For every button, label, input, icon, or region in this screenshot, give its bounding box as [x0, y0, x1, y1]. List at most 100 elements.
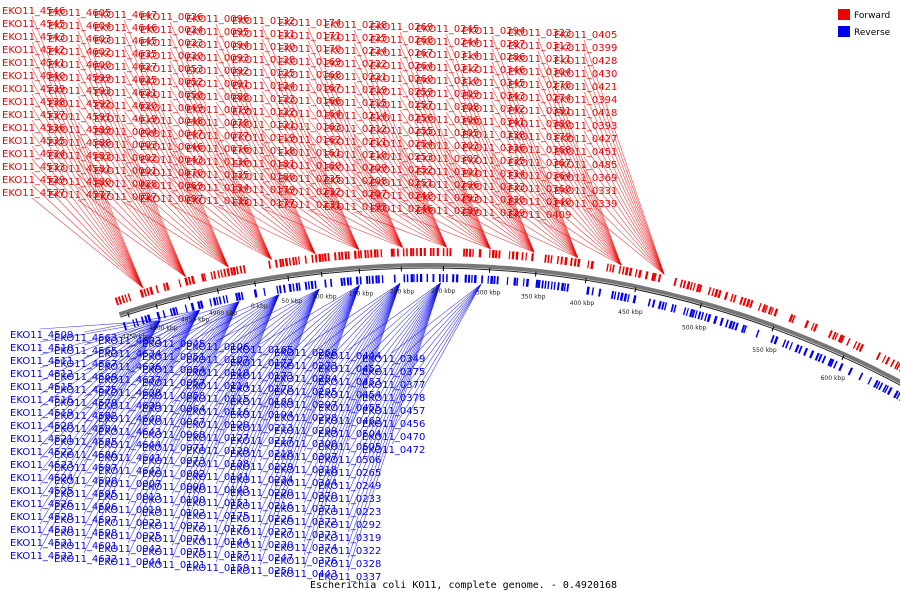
- gene-connector: [171, 294, 280, 391]
- forward-gene-label: EKO11_0274: [508, 93, 571, 104]
- reverse-gene-label: EKO11_4524: [10, 473, 73, 484]
- reverse-gene-label: EKO11_0299: [274, 426, 337, 437]
- reverse-gene-block: [803, 347, 809, 356]
- gene-connector: [261, 90, 360, 250]
- reverse-gene-block: [713, 315, 718, 325]
- reverse-gene-label: EKO11_0007: [98, 479, 161, 490]
- gene-connector: [537, 141, 622, 266]
- reverse-gene-block: [156, 311, 161, 321]
- reverse-gene-label: EKO11_4526: [10, 499, 73, 510]
- gene-connector: [127, 301, 240, 518]
- forward-gene-label: EKO11_0122: [232, 107, 295, 118]
- gene-connector: [391, 284, 482, 445]
- axis-tick: [771, 326, 775, 332]
- gene-connector: [215, 289, 320, 459]
- reverse-gene-label: EKO11_0057: [142, 378, 205, 389]
- gene-connector: [261, 129, 360, 250]
- gene-connector: [261, 103, 360, 250]
- forward-gene-label: EKO11_0174: [278, 18, 341, 29]
- gene-connector: [303, 283, 401, 478]
- reverse-gene-label: EKO11_0217: [230, 436, 293, 447]
- reverse-gene-label: EKO11_0452: [318, 364, 381, 375]
- gene-connector: [491, 152, 579, 258]
- gene-connector: [127, 301, 240, 349]
- gene-connector: [445, 124, 535, 253]
- gene-connector: [215, 289, 320, 524]
- forward-gene-block: [852, 341, 858, 349]
- forward-gene-label: EKO11_0252: [370, 165, 433, 176]
- gene-connector: [169, 151, 272, 260]
- reverse-gene-block: [838, 363, 844, 372]
- reverse-gene-label: EKO11_4510: [10, 343, 73, 354]
- gene-connector: [537, 37, 622, 266]
- gene-connector: [127, 301, 240, 388]
- forward-gene-block: [686, 281, 691, 290]
- gene-connector: [127, 301, 240, 492]
- gene-connector: [399, 135, 491, 249]
- gene-connector: [445, 215, 535, 253]
- gene-connector: [583, 65, 665, 275]
- forward-gene-label: EKO11_0136: [186, 157, 249, 168]
- gene-connector: [127, 301, 240, 375]
- forward-gene-label: EKO11_4604: [48, 21, 111, 32]
- gene-connector: [171, 294, 280, 547]
- forward-gene-block: [788, 313, 794, 323]
- reverse-gene-label: EKO11_4521: [10, 434, 73, 445]
- forward-gene-label: EKO11_0047: [140, 129, 203, 140]
- reverse-gene-label: EKO11_0453: [318, 377, 381, 388]
- gene-connector: [169, 203, 272, 260]
- reverse-gene-block: [689, 308, 694, 318]
- forward-gene-label: EKO11_0020: [140, 51, 203, 62]
- reverse-gene-block: [782, 339, 787, 348]
- gene-connector: [583, 91, 665, 275]
- gene-connector: [391, 284, 482, 419]
- reverse-gene-label: EKO11_4590: [54, 476, 117, 487]
- gene-connector: [353, 107, 447, 248]
- gene-connector: [347, 282, 441, 377]
- axis-tick-label: 450 kbp: [618, 309, 643, 316]
- forward-gene-label: EKO11_0254: [370, 139, 433, 150]
- gene-connector: [215, 289, 320, 537]
- forward-gene-label: EKO11_0162: [278, 135, 341, 146]
- reverse-gene-label: EKO11_0058: [142, 391, 205, 402]
- gene-connector: [307, 79, 403, 248]
- reverse-gene-block: [817, 353, 823, 362]
- reverse-gene-block: [140, 316, 145, 325]
- forward-gene-block: [742, 297, 747, 306]
- gene-connector: [491, 48, 579, 258]
- reverse-gene-label: EKO11_4567: [54, 359, 117, 370]
- gene-connector: [169, 177, 272, 260]
- gene-connector: [391, 284, 482, 367]
- reverse-gene-label: EKO11_0372: [274, 517, 337, 528]
- gene-connector: [77, 160, 186, 277]
- forward-gene-block: [827, 329, 833, 339]
- axis-tick: [534, 271, 537, 277]
- gene-connector: [123, 175, 229, 268]
- forward-gene-block: [139, 289, 145, 298]
- reverse-gene-label: EKO11_4598: [54, 528, 117, 539]
- reverse-gene-label: EKO11_0307: [274, 452, 337, 463]
- axis-tick: [254, 281, 256, 287]
- forward-gene-label: EKO11_4589: [48, 125, 111, 136]
- gene-connector: [83, 310, 200, 476]
- reverse-gene-label: EKO11_0102: [142, 508, 205, 519]
- forward-gene-label: EKO11_4529: [2, 175, 65, 186]
- gene-connector: [31, 119, 144, 289]
- reverse-gene-block: [734, 322, 739, 331]
- forward-gene-label: EKO11_0341: [462, 117, 525, 128]
- gene-connector: [83, 310, 200, 385]
- gene-connector: [171, 294, 280, 339]
- gene-connector: [537, 89, 622, 266]
- reverse-gene-label: EKO11_4530: [10, 525, 73, 536]
- forward-gene-label: EKO11_4625: [94, 75, 157, 86]
- forward-gene-label: EKO11_0334: [462, 169, 525, 180]
- gene-connector: [445, 176, 535, 253]
- reverse-gene-label: EKO11_0462: [318, 416, 381, 427]
- reverse-gene-label: EKO11_4636: [98, 362, 161, 373]
- gene-connector: [399, 200, 491, 250]
- gene-connector: [303, 283, 401, 426]
- axis-tick-label: 0 kbp: [251, 303, 268, 310]
- forward-gene-label: EKO11_0369: [554, 173, 617, 184]
- forward-gene-label: EKO11_0046: [140, 142, 203, 153]
